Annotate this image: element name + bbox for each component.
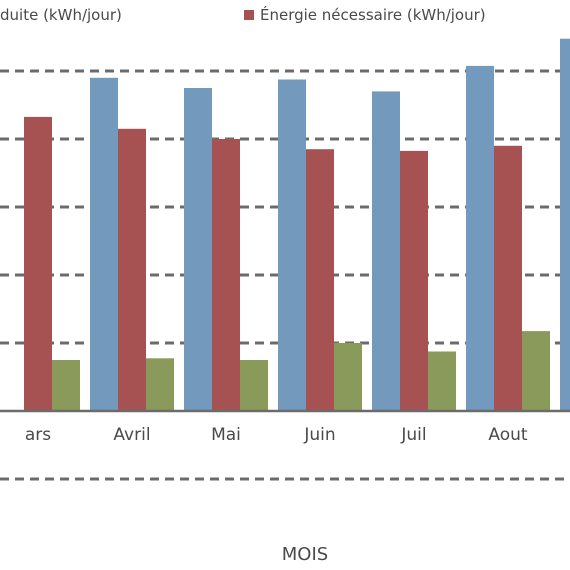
- bar: [306, 149, 334, 411]
- bars: [24, 38, 570, 412]
- bar: [522, 331, 550, 411]
- legend: duite (kWh/jour) Énergie nécessaire (kWh/…: [0, 5, 486, 24]
- bar: [184, 88, 212, 411]
- x-tick-label: Aout: [488, 425, 528, 445]
- bar: [118, 128, 146, 412]
- bar: [494, 145, 522, 412]
- bar: [372, 91, 400, 412]
- x-tick-label: Mai: [211, 425, 241, 445]
- bar: [400, 150, 428, 411]
- legend-label: Énergie nécessaire (kWh/jour): [260, 5, 486, 24]
- legend-label: duite (kWh/jour): [0, 6, 122, 24]
- x-tick-label: ars: [25, 425, 51, 445]
- bar: [428, 351, 456, 411]
- x-tick-label: Juin: [303, 425, 335, 445]
- legend-swatch: [244, 10, 254, 20]
- bar: [212, 139, 240, 411]
- x-axis-title: MOIS: [282, 544, 328, 565]
- bar: [52, 360, 80, 411]
- bar: [560, 38, 570, 411]
- bar: [240, 360, 268, 411]
- bar: [90, 77, 118, 412]
- bar: [24, 116, 52, 412]
- x-tick-labels: arsAvrilMaiJuinJuilAoutSep: [25, 425, 528, 445]
- x-tick-label: Juil: [400, 425, 426, 445]
- bar: [466, 65, 494, 412]
- bar: [278, 79, 306, 411]
- bar: [334, 343, 362, 411]
- bar: [146, 358, 174, 411]
- x-tick-label: Avril: [113, 425, 150, 445]
